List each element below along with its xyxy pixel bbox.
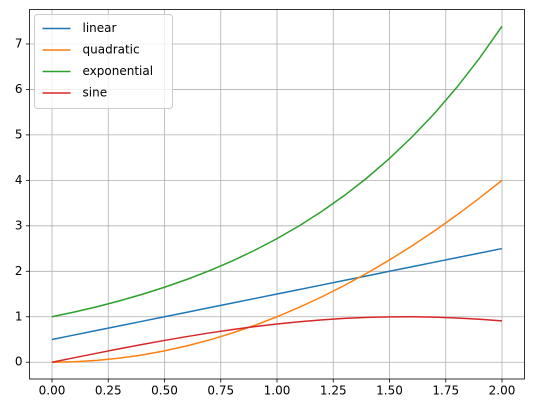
axes-frame [29,9,525,380]
x-tick-label: 1.25 [320,384,347,398]
x-tick-label: 1.50 [376,384,403,398]
y-tick-label: 3 [15,218,23,232]
line-series [51,247,503,341]
y-tick-label: 6 [15,82,23,96]
x-tick-label: 1.00 [264,384,291,398]
line-series [51,25,503,318]
y-tick-label: 5 [15,127,23,141]
x-tick-label: 1.75 [432,384,459,398]
x-tick-label: 0.00 [39,384,66,398]
y-tick-label: 4 [15,173,23,187]
legend-box [34,14,173,109]
y-tick-label: 7 [15,36,23,50]
line-series [51,316,503,363]
x-tick-label: 0.50 [151,384,178,398]
legend-label: exponential [83,64,154,78]
legend-label: linear [83,21,117,35]
x-tick-label: 2.00 [489,384,516,398]
y-tick-label: 0 [15,355,23,369]
legend-label: sine [83,86,108,100]
x-tick-label: 0.25 [95,384,122,398]
x-tick-label: 0.75 [207,384,234,398]
legend-label: quadratic [83,43,140,57]
y-tick-label: 2 [15,264,23,278]
line-series [51,179,503,363]
y-tick-label: 1 [15,309,23,323]
